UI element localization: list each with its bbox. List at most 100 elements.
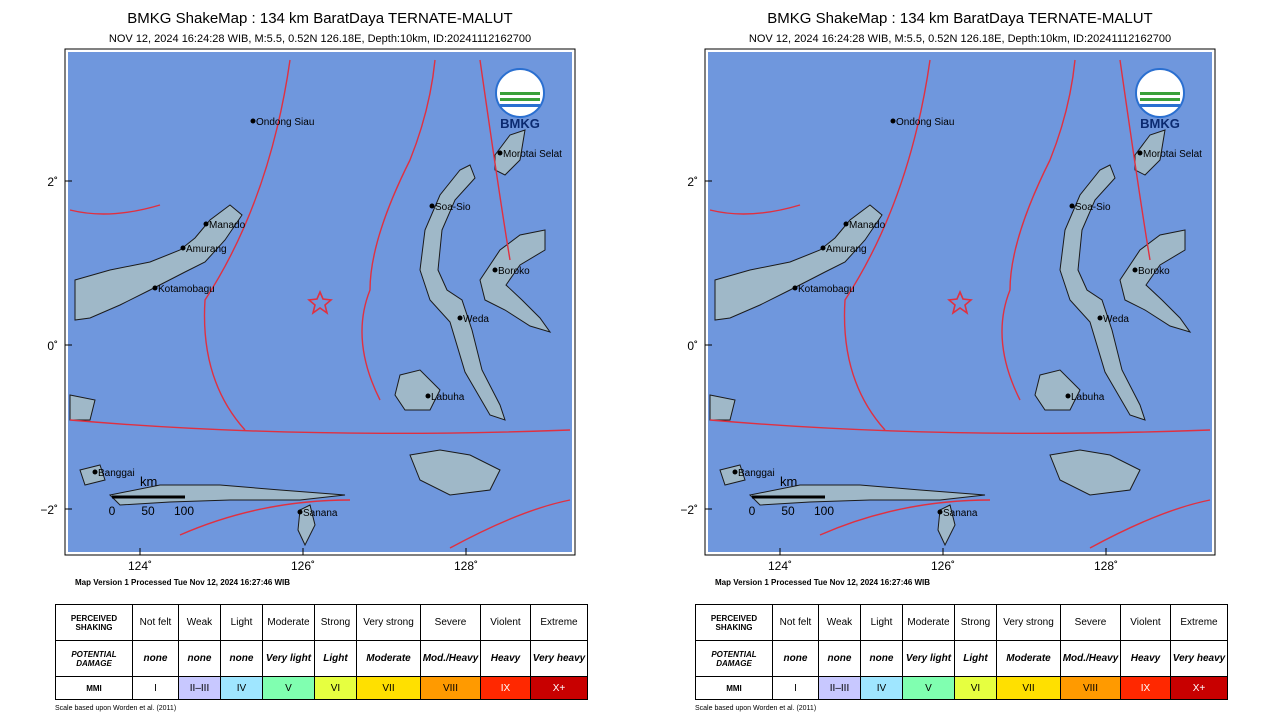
lon-tick-label: 126˚ [931, 559, 955, 573]
land [494, 129, 526, 176]
place-label: Manado [849, 220, 886, 231]
place-label: Manado [209, 220, 246, 231]
place-label: Banggai [98, 468, 135, 479]
place-dot [425, 393, 431, 399]
lon-tick-label: 126˚ [291, 559, 315, 573]
table-cell: Very heavy [530, 640, 588, 678]
mmi-table: PERCEIVED SHAKING Not felt Weak Light Modera… [55, 603, 588, 700]
land [297, 504, 316, 547]
land [394, 369, 441, 411]
place-label: Morotai Selat [1143, 149, 1202, 160]
table-cell: Extreme [530, 603, 588, 642]
place-dot [429, 203, 435, 209]
epicenter [307, 289, 333, 315]
land [719, 464, 746, 486]
map: BMKG ShakeMap : 134 km BaratDaya TERNATE… [680, 10, 1216, 712]
row-header: MMI [695, 676, 773, 700]
lon-tick-label: 128˚ [1094, 559, 1118, 573]
table-cell: IV [860, 676, 903, 700]
subtitle: NOV 12, 2024 16:24:28 WIB, M:5.5, 0.52N … [749, 33, 1171, 45]
place-dot [180, 245, 186, 251]
table-cell: Mod./Heavy [1060, 640, 1121, 678]
scale-unit: km [140, 474, 157, 489]
scale-tick: 50 [141, 504, 155, 518]
place-dot [203, 221, 209, 227]
table-cell: Heavy [480, 640, 531, 678]
land [937, 504, 956, 547]
place-label: Labuha [431, 392, 465, 403]
fault-line [449, 499, 571, 549]
table-cell: IX [480, 676, 531, 700]
table-cell: V [262, 676, 315, 700]
place-dot [297, 509, 303, 515]
place-dot [1132, 267, 1138, 273]
row-header: PERCEIVED SHAKING [695, 603, 773, 642]
place-label: Morotai Selat [503, 149, 562, 160]
table-cell: Violent [1120, 603, 1171, 642]
table-cell: VIII [1060, 676, 1121, 700]
fault-line [843, 59, 931, 431]
land [108, 484, 346, 506]
table-cell: VII [996, 676, 1061, 700]
logo-stripe [500, 92, 540, 95]
row-header: PERCEIVED SHAKING [55, 603, 133, 642]
place-label: Sanana [943, 508, 978, 519]
fault-line [69, 419, 571, 435]
land [1034, 369, 1081, 411]
table-cell: Moderate [902, 603, 955, 642]
table-cell: Severe [1060, 603, 1121, 642]
table-cell: none [132, 640, 179, 678]
place-label: Amurang [826, 244, 867, 255]
table-cell: none [772, 640, 819, 678]
lon-tick-label: 124˚ [768, 559, 792, 573]
epicenter [947, 289, 973, 315]
table-cell: Very strong [996, 603, 1061, 642]
place-dot [890, 118, 896, 124]
logo-stripe [500, 104, 540, 107]
table-cell: X+ [1170, 676, 1228, 700]
logo-text: BMKG [1140, 116, 1180, 131]
table-cell: VI [314, 676, 357, 700]
table-cell: Very heavy [1170, 640, 1228, 678]
table-cell: none [818, 640, 861, 678]
scale-tick: 0 [749, 504, 756, 518]
lat-tick-label: 0˚ [47, 339, 58, 353]
table-cell: Light [220, 603, 263, 642]
table-cell: Strong [954, 603, 997, 642]
place-label: Soa-Sio [435, 202, 471, 213]
fault-line [819, 499, 991, 536]
fault-line [203, 59, 291, 431]
land [1049, 449, 1141, 496]
table-cell: Not felt [772, 603, 819, 642]
table-cell: VII [356, 676, 421, 700]
place-label: Weda [463, 314, 489, 325]
lon-tick-label: 124˚ [128, 559, 152, 573]
table-cell: VIII [420, 676, 481, 700]
place-label: Boroko [1138, 266, 1170, 277]
row-header: MMI [55, 676, 133, 700]
scale-tick: 0 [109, 504, 116, 518]
table-cell: none [178, 640, 221, 678]
place-label: Amurang [186, 244, 227, 255]
fault-line [69, 204, 161, 215]
place-dot [937, 509, 943, 515]
fault-line [1119, 59, 1151, 261]
place-dot [843, 221, 849, 227]
logo-stripe [500, 98, 540, 101]
land [1059, 164, 1146, 421]
lat-tick-label: 2˚ [687, 175, 698, 189]
place-dot [1069, 203, 1075, 209]
table-cell: Light [314, 640, 357, 678]
table-cell: none [220, 640, 263, 678]
row-header: POTENTIAL DAMAGE [55, 640, 133, 678]
table-cell: Weak [818, 603, 861, 642]
table-cell: Violent [480, 603, 531, 642]
table-cell: Very strong [356, 603, 421, 642]
table-cell: Extreme [1170, 603, 1228, 642]
land [479, 229, 552, 333]
version-note: Map Version 1 Processed Tue Nov 12, 2024… [715, 578, 930, 587]
table-cell: Light [860, 603, 903, 642]
place-dot [1065, 393, 1071, 399]
place-dot [457, 315, 463, 321]
scale-tick: 100 [174, 504, 194, 518]
